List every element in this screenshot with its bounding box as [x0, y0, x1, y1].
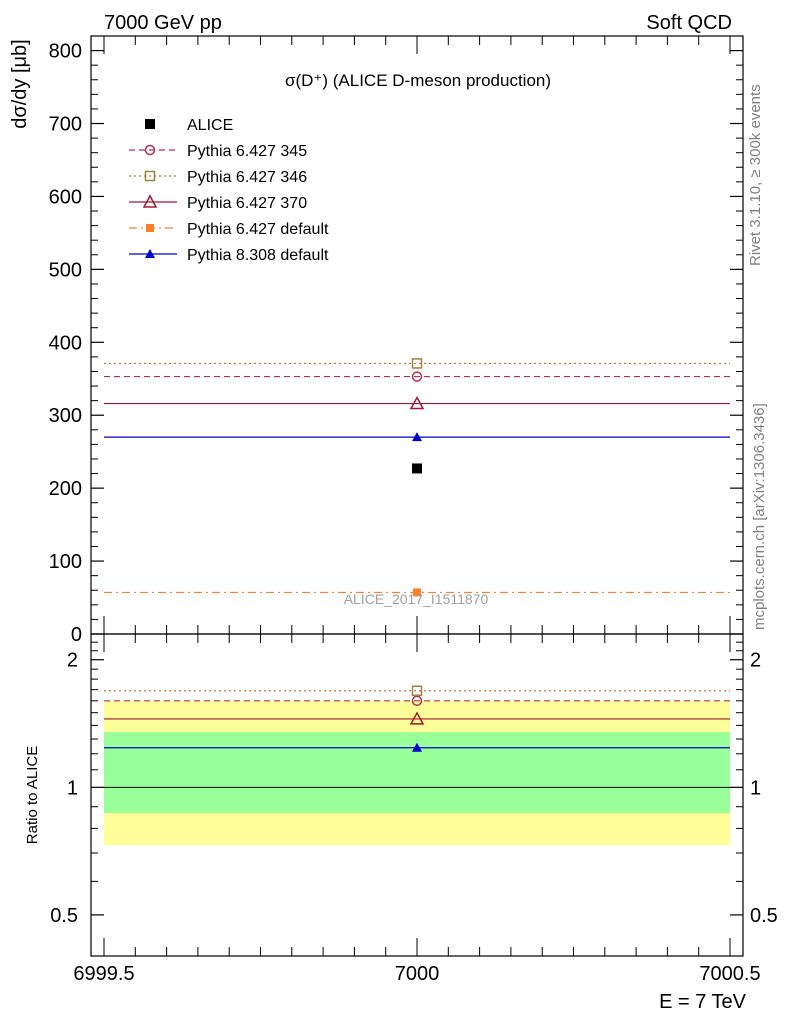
legend-label-2: Pythia 6.427 346 [187, 169, 307, 186]
main-y-tick-label: 0 [71, 624, 82, 646]
main-y-tick-label: 600 [49, 186, 82, 208]
chart-title: σ(D⁺) (ALICE D-meson production) [285, 71, 551, 90]
legend: ALICE Pythia 6.427 345 Pythia 6.427 346 Pyt… [129, 117, 329, 264]
main-series-point-1 [411, 371, 423, 382]
ratio-series-point-1 [411, 685, 423, 696]
axes: 0 100 200 300 400 500 600 700 800 6999.5 7000 7000.… [49, 35, 778, 985]
ratio-plot-series [104, 685, 730, 752]
ratio-y-tick-label-right: 2 [750, 650, 761, 672]
legend-marker-2 [144, 170, 156, 182]
legend-label-0: ALICE [187, 117, 233, 134]
header-process-label: Soft QCD [646, 12, 732, 34]
legend-label-1: Pythia 6.427 345 [187, 143, 307, 160]
main-y-axis-label: dσ/dy [μb] [9, 39, 31, 128]
main-series-point-0 [412, 463, 422, 474]
x-tick-label: 7000.5 [699, 963, 760, 985]
main-series-0 [412, 463, 422, 474]
ratio-y-tick-label: 1 [67, 777, 78, 799]
legend-label-3: Pythia 6.427 370 [187, 195, 307, 212]
main-series-point-4 [413, 588, 421, 597]
main-series-2 [104, 358, 730, 369]
legend-entry-0: ALICE [145, 117, 233, 134]
main-y-tick-label: 700 [49, 114, 82, 136]
x-axis-label: E = 7 TeV [659, 991, 747, 1013]
legend-marker-5 [145, 249, 155, 258]
ratio-series-3 [104, 742, 730, 752]
ratio-y-axis-label: Ratio to ALICE [24, 746, 41, 844]
ratio-series-point-3 [412, 742, 422, 752]
main-series-point-3 [409, 395, 425, 410]
ratio-series-2 [104, 711, 730, 725]
legend-entry-4: Pythia 6.427 default [129, 221, 329, 238]
header-energy-label: 7000 GeV pp [104, 12, 222, 34]
ratio-plot-bands [104, 700, 730, 846]
x-tick-label: 7000 [395, 963, 440, 985]
legend-entry-1: Pythia 6.427 345 [129, 143, 307, 160]
ratio-series-point-0 [411, 695, 423, 707]
ratio-y-tick-label-right: 0.5 [750, 905, 778, 927]
legend-entry-3: Pythia 6.427 370 [129, 194, 307, 212]
legend-label-5: Pythia 8.308 default [187, 247, 329, 264]
main-y-tick-label: 200 [49, 478, 82, 500]
ratio-series-point-2 [409, 711, 425, 725]
main-y-tick-label: 400 [49, 332, 82, 354]
main-plot-series [104, 358, 730, 597]
main-series-point-5 [412, 432, 422, 442]
legend-marker-4 [146, 224, 154, 232]
main-y-tick-label: 100 [49, 551, 82, 573]
legend-entry-2: Pythia 6.427 346 [129, 169, 307, 186]
main-series-5 [104, 432, 730, 442]
main-series-4 [104, 588, 730, 597]
ratio-y-tick-label: 2 [67, 650, 78, 672]
main-y-tick-label: 300 [49, 405, 82, 427]
ratio-series-0 [104, 695, 730, 707]
legend-entry-5: Pythia 8.308 default [129, 247, 329, 264]
legend-marker-3 [142, 194, 158, 208]
ratio-y-tick-label-right: 1 [750, 777, 761, 799]
x-tick-label: 6999.5 [73, 963, 134, 985]
ratio-y-tick-label: 0.5 [50, 905, 78, 927]
analysis-watermark: ALICE_2017_I1511870 [344, 591, 489, 607]
main-series-1 [104, 371, 730, 382]
ratio-series-1 [104, 685, 730, 696]
rivet-label: Rivet 3.1.10, ≥ 300k events [747, 84, 764, 266]
main-series-3 [104, 395, 730, 410]
main-y-tick-label: 800 [49, 41, 82, 63]
main-y-tick-label: 500 [49, 259, 82, 281]
legend-marker-1 [144, 144, 156, 156]
legend-marker-0 [145, 119, 155, 129]
main-series-point-2 [411, 358, 423, 369]
mcplots-label: mcplots.cern.ch [arXiv:1306.3436] [751, 403, 768, 630]
legend-label-4: Pythia 6.427 default [187, 221, 329, 238]
